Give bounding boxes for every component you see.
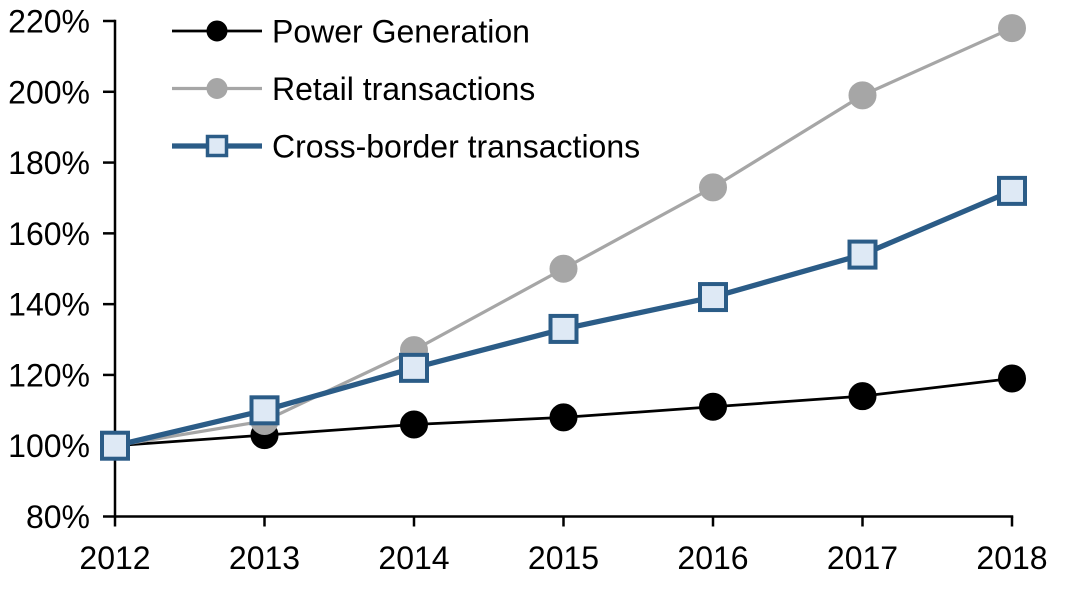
y-axis-tick-label: 120% <box>8 357 90 393</box>
x-axis-tick-label: 2014 <box>378 540 449 576</box>
x-axis-tick-label: 2017 <box>827 540 898 576</box>
marker-cross-border-transactions-2014 <box>399 352 429 383</box>
marker-cross-border-transactions-2016 <box>698 282 728 313</box>
marker-power-generation-2014 <box>400 410 428 439</box>
series-cross-border-transactions <box>100 175 1027 461</box>
legend-label-power-generation: Power Generation <box>272 14 530 50</box>
x-axis-tick-label: 2012 <box>79 540 150 576</box>
legend-item-retail-transactions: Retail transactions <box>172 71 535 107</box>
marker-cross-border-transactions-2015 <box>548 313 579 344</box>
legend-label-retail-transactions: Retail transactions <box>272 71 535 107</box>
marker-retail-transactions-2018 <box>998 14 1026 43</box>
marker-power-generation-2018 <box>998 364 1026 393</box>
y-axis-tick-label: 100% <box>8 428 90 464</box>
legend-item-power-generation: Power Generation <box>172 14 530 50</box>
y-axis-tick-label: 140% <box>8 287 90 323</box>
x-axis-tick-label: 2015 <box>528 540 599 576</box>
y-axis-tick-label: 80% <box>26 499 90 535</box>
marker-retail-transactions-2015 <box>549 254 578 283</box>
x-axis-tick-label: 2016 <box>677 540 748 576</box>
legend-item-cross-border-transactions: Cross-border transactions <box>172 129 640 165</box>
legend-label-cross-border-transactions: Cross-border transactions <box>272 129 640 165</box>
marker-cross-border-transactions-2018 <box>997 175 1027 206</box>
y-axis-tick-label: 180% <box>8 145 90 181</box>
series-line-retail-transactions <box>114 26 1013 448</box>
marker-cross-border-transactions-2017 <box>847 239 878 270</box>
legend: Power Generation Retail transactions Cross… <box>172 14 640 165</box>
axes: 220% 200% 180% 160% 140% 120% 100% 80% 2012 2013 2… <box>8 4 1047 577</box>
marker-retail-transactions-2017 <box>848 81 877 110</box>
legend-marker-power-generation <box>206 20 228 42</box>
marker-cross-border-transactions-2013 <box>249 395 280 426</box>
marker-retail-transactions-2016 <box>699 173 727 202</box>
marker-power-generation-2015 <box>549 403 578 432</box>
marker-power-generation-2017 <box>848 382 877 411</box>
x-axis-tick-label: 2013 <box>229 540 300 576</box>
legend-marker-cross-border-transactions <box>205 134 229 158</box>
y-axis-tick-label: 160% <box>8 216 90 252</box>
x-axis-tick-label: 2018 <box>976 540 1047 576</box>
series-power-generation <box>101 364 1026 460</box>
y-axis-tick-label: 220% <box>8 4 90 40</box>
y-axis-tick-label: 200% <box>8 74 90 110</box>
marker-power-generation-2016 <box>699 392 727 421</box>
legend-marker-retail-transactions <box>206 78 228 99</box>
marker-cross-border-transactions-2012 <box>100 430 130 461</box>
